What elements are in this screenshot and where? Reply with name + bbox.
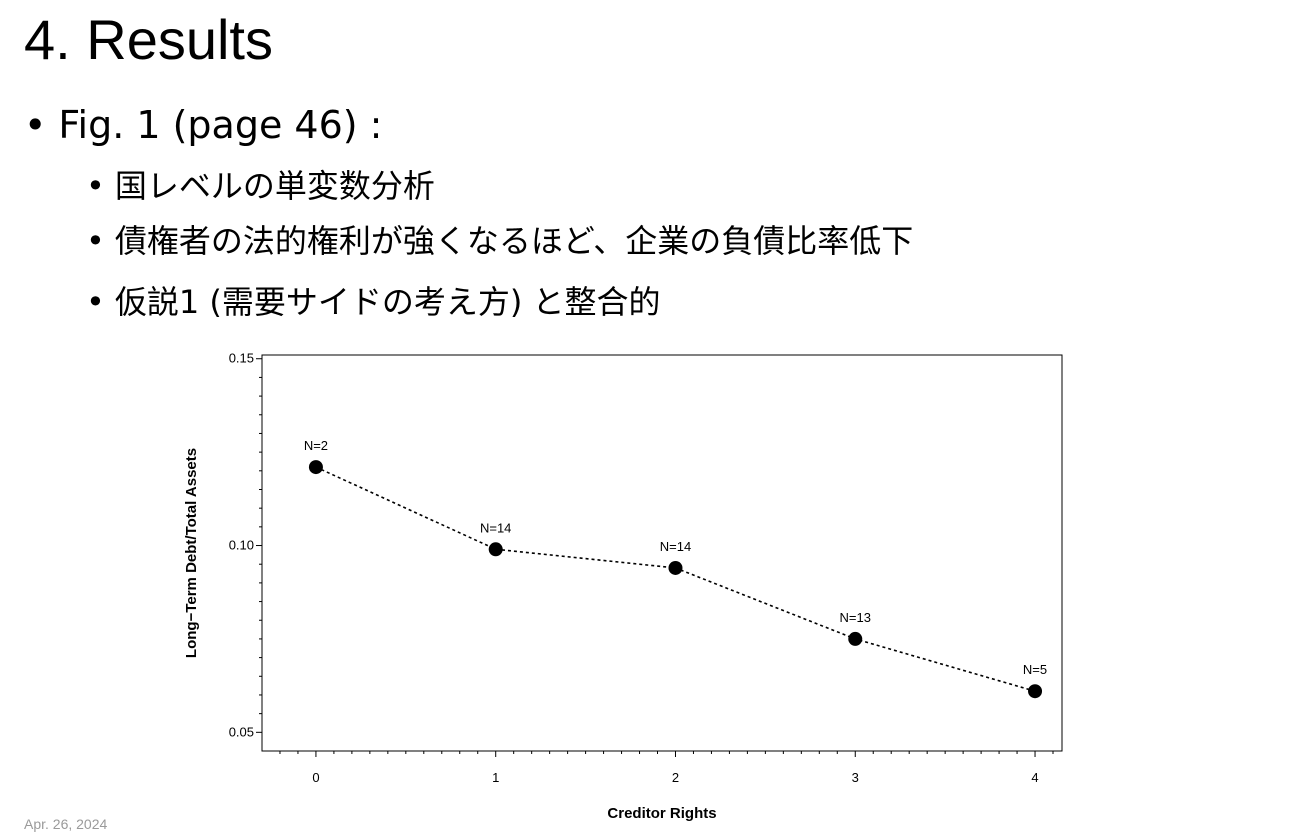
bullet-glyph: •	[86, 222, 105, 260]
data-point	[668, 560, 683, 575]
x-axis-ticks: 0 1 2 3 4	[279, 751, 1054, 785]
bullet-sub-3: • 仮説1 (需要サイドの考え方) と整合的	[86, 280, 661, 324]
bullet-sub-1-text: 国レベルの単変数分析	[114, 167, 435, 205]
data-label: N=5	[1023, 662, 1047, 677]
data-label: N=14	[660, 539, 691, 554]
bullet-glyph: •	[86, 283, 105, 321]
data-point	[488, 542, 503, 557]
data-labels: N=2 N=14 N=14 N=13 N=5	[304, 438, 1047, 677]
plot-frame	[261, 354, 1063, 752]
bullet-sub-3-text: 仮説1 (需要サイドの考え方) と整合的	[114, 283, 661, 321]
series-line	[315, 466, 1036, 692]
data-point	[848, 631, 863, 646]
data-label: N=14	[480, 520, 511, 535]
x-tick-label: 1	[492, 770, 499, 785]
bullet-glyph: •	[24, 103, 47, 147]
x-tick-label: 0	[312, 770, 319, 785]
y-axis-title: Long−Term Debt/Total Assets	[183, 448, 200, 658]
x-tick-label: 2	[672, 770, 679, 785]
bullet-sub-2: • 債権者の法的権利が強くなるほど、企業の負債比率低下	[86, 219, 913, 263]
slide-title: 4. Results	[24, 8, 273, 71]
y-axis-ticks: 0.05 0.10 0.15	[229, 351, 262, 739]
y-tick-label: 0.10	[229, 538, 254, 553]
bullet-sub-1: • 国レベルの単変数分析	[86, 164, 435, 208]
data-label: N=2	[304, 438, 328, 453]
y-tick-label: 0.05	[229, 724, 254, 739]
data-label: N=13	[840, 610, 871, 625]
data-point	[1028, 684, 1043, 699]
x-tick-label: 3	[852, 770, 859, 785]
date-footer: Apr. 26, 2024	[24, 816, 108, 832]
x-tick-label: 4	[1031, 770, 1038, 785]
x-axis-title: Creditor Rights	[607, 805, 716, 822]
data-point	[308, 460, 323, 475]
y-tick-label: 0.15	[229, 351, 254, 366]
bullet-main-text: Fig. 1 (page 46) :	[58, 103, 383, 147]
bullet-sub-2-text: 債権者の法的権利が強くなるほど、企業の負債比率低下	[114, 222, 914, 260]
data-points	[308, 460, 1043, 699]
bullet-glyph: •	[86, 167, 105, 205]
bullet-main: • Fig. 1 (page 46) :	[24, 100, 382, 150]
